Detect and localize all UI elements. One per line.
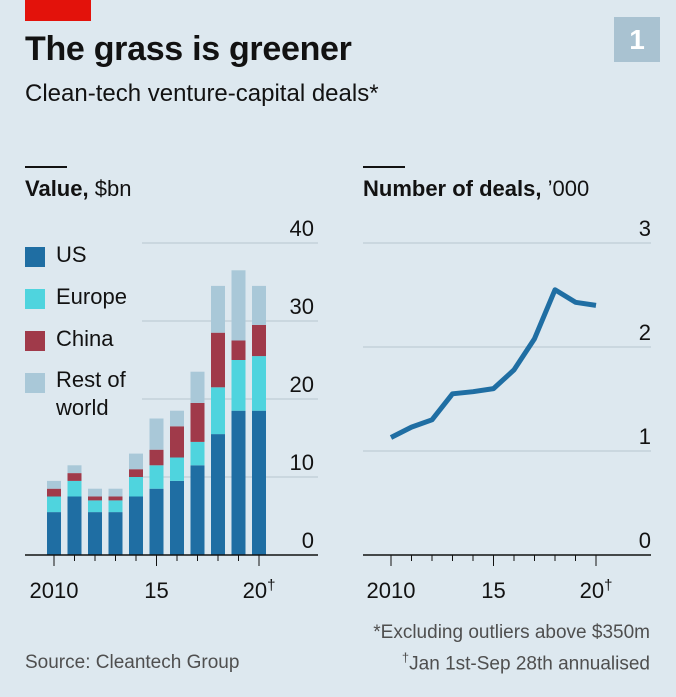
value-panel-unit: $bn: [94, 176, 132, 201]
bar-europe: [211, 387, 225, 435]
bar-us: [88, 512, 102, 555]
deals-y-tick-label: 3: [639, 216, 651, 241]
bar-rest-of-world: [47, 480, 61, 489]
brand-red-tab: [25, 0, 91, 21]
bar-rest-of-world: [149, 418, 164, 450]
legend-label-china: China: [56, 326, 114, 351]
chart-number-badge: 1: [614, 17, 660, 62]
bar-europe: [108, 500, 123, 513]
legend-swatch-rest-of-world: [25, 373, 45, 393]
value-y-tick-label: 20: [290, 372, 314, 397]
bar-us: [129, 496, 143, 555]
bar-europe: [170, 457, 184, 481]
value-y-tick-label: 10: [290, 450, 314, 475]
bar-us: [231, 410, 246, 555]
left-panel-rule: [25, 166, 67, 168]
bar-europe: [67, 480, 82, 497]
bar-china: [149, 449, 164, 466]
bar-rest-of-world: [190, 371, 205, 403]
bar-europe: [231, 360, 246, 411]
bar-china: [170, 426, 184, 458]
bar-europe: [252, 356, 266, 411]
legend-swatch-europe: [25, 289, 45, 309]
legend-swatch-china: [25, 331, 45, 351]
bar-europe: [149, 465, 164, 489]
legend-label-rest-of-world: Rest of world: [56, 367, 126, 420]
bar-rest-of-world: [108, 488, 123, 497]
deals-x-tick-label: 20†: [580, 577, 613, 603]
bar-rest-of-world: [67, 465, 82, 474]
chart-title: The grass is greener: [25, 30, 352, 68]
footnote-annualised: †Jan 1st-Sep 28th annualised: [402, 650, 650, 675]
bar-rest-of-world: [170, 410, 184, 427]
bar-china: [67, 473, 82, 481]
bar-china: [129, 469, 143, 477]
bar-europe: [190, 441, 205, 466]
value-y-tick-label: 40: [290, 216, 314, 241]
bar-china: [231, 340, 246, 360]
right-panel-rule: [363, 166, 405, 168]
bar-rest-of-world: [129, 453, 143, 470]
bar-us: [149, 488, 164, 555]
value-x-tick-label: 15: [144, 578, 168, 603]
bar-china: [47, 488, 61, 497]
value-y-tick-label: 0: [302, 528, 314, 553]
deals-x-tick-label: 15: [481, 578, 505, 603]
value-x-tick-label: 20†: [243, 577, 276, 603]
bar-us: [67, 496, 82, 555]
deals-y-tick-label: 1: [639, 424, 651, 449]
deals-line: [389, 287, 597, 440]
value-panel-title: Value, $bn: [25, 176, 131, 202]
legend-swatch-us: [25, 247, 45, 267]
value-x-tick-dagger: †: [267, 577, 275, 594]
bar-china: [252, 324, 266, 357]
bar-rest-of-world: [231, 270, 246, 341]
value-panel-title-main: Value,: [25, 176, 89, 201]
bar-us: [190, 465, 205, 555]
bar-rest-of-world: [211, 285, 225, 333]
deals-y-tick-label: 2: [639, 320, 651, 345]
deals-x-tick-dagger: †: [604, 577, 612, 594]
bar-china: [190, 402, 205, 442]
deals-panel-title: Number of deals, ’000: [363, 176, 589, 202]
bar-rest-of-world: [88, 488, 102, 497]
bar-us: [47, 512, 61, 555]
bar-us: [170, 480, 184, 555]
value-y-tick-label: 30: [290, 294, 314, 319]
deals-panel-unit: ’000: [547, 176, 590, 201]
bar-europe: [88, 500, 102, 513]
footnote-outliers: *Excluding outliers above $350m: [373, 622, 650, 643]
value-x-tick-label: 2010: [30, 578, 79, 603]
bar-china: [211, 332, 225, 388]
bar-us: [211, 434, 225, 555]
legend-label-us: US: [56, 242, 87, 267]
bar-us: [108, 512, 123, 555]
bar-china: [88, 496, 102, 501]
deals-x-tick-label: 2010: [367, 578, 416, 603]
deals-y-tick-label: 0: [639, 528, 651, 553]
bar-europe: [47, 496, 61, 513]
bar-europe: [129, 477, 143, 497]
bar-china: [108, 496, 123, 501]
legend-label-europe: Europe: [56, 284, 127, 309]
chart-subtitle: Clean-tech venture-capital deals*: [25, 80, 379, 107]
bar-us: [252, 410, 266, 555]
footnote-dagger-mark: †: [401, 650, 410, 665]
deals-panel-title-main: Number of deals,: [363, 176, 542, 201]
source-note: Source: Cleantech Group: [25, 652, 240, 673]
footnote-dagger-text: Jan 1st-Sep 28th annualised: [409, 653, 650, 675]
bar-rest-of-world: [252, 285, 266, 325]
